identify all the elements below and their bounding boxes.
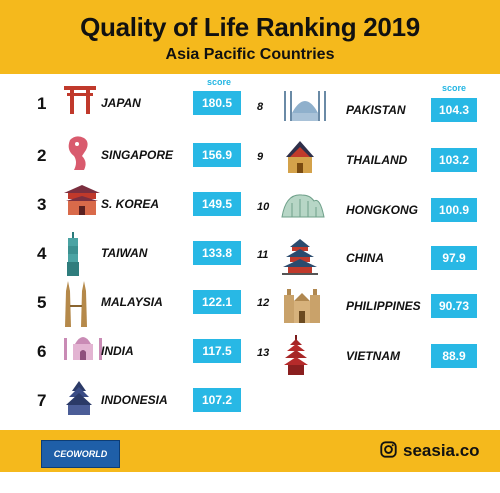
pura-temple-icon (62, 379, 96, 422)
merlion-icon (62, 134, 98, 179)
rank-number: 13 (257, 347, 270, 359)
country-name: CHINA (346, 251, 384, 265)
page-title: Quality of Life Ranking 2019 (80, 12, 420, 42)
score-value: 149.5 (193, 192, 241, 216)
taj-mahal-icon (62, 330, 104, 367)
country-name: JAPAN (101, 96, 141, 110)
score-value: 97.9 (431, 246, 477, 270)
rank-number: 10 (257, 201, 270, 213)
rank-number: 11 (257, 249, 269, 261)
country-name: PHILIPPINES (346, 299, 421, 313)
mosque-icon (280, 89, 330, 128)
pagoda-icon (280, 335, 312, 382)
country-name: INDONESIA (101, 393, 168, 407)
country-name: MALAYSIA (101, 295, 163, 309)
palace-icon (62, 183, 102, 224)
country-name: S. KOREA (101, 197, 160, 211)
instagram-icon (380, 441, 397, 458)
country-name: INDIA (101, 344, 134, 358)
rank-number: 3 (37, 195, 47, 214)
score-column-header-left: score (206, 77, 232, 87)
header-band (0, 0, 500, 74)
rank-number: 5 (37, 293, 47, 312)
score-value: 100.9 (431, 198, 477, 222)
rank-number: 9 (257, 151, 264, 163)
seasia-brand: seasia.co (403, 441, 480, 460)
score-value: 107.2 (193, 388, 241, 412)
score-value: 180.5 (193, 91, 241, 115)
rank-number: 4 (37, 244, 47, 263)
gardens-dome-icon (280, 189, 326, 224)
rank-number: 7 (37, 391, 47, 410)
country-name: THAILAND (346, 153, 408, 167)
rank-number: 2 (37, 146, 47, 165)
score-value: 88.9 (431, 344, 477, 368)
page-subtitle: Asia Pacific Countries (165, 46, 335, 63)
country-name: VIETNAM (346, 349, 400, 363)
country-name: TAIWAN (101, 246, 148, 260)
country-name: SINGAPORE (101, 148, 174, 162)
ceoworld-logo: CEOWORLD Magazine (41, 440, 120, 485)
score-value: 117.5 (193, 339, 241, 363)
score-value: 103.2 (431, 148, 477, 172)
infographic: Quality of Life Ranking 2019 Asia Pacifi… (0, 0, 500, 472)
score-value: 90.73 (431, 294, 477, 318)
country-name: HONGKONG (346, 203, 418, 217)
score-value: 122.1 (193, 290, 241, 314)
country-name: PAKISTAN (346, 103, 406, 117)
rank-number: 1 (37, 94, 47, 113)
score-value: 156.9 (193, 143, 241, 167)
rank-number: 12 (257, 297, 270, 309)
score-value: 133.8 (193, 241, 241, 265)
taipei-101-icon (62, 232, 84, 283)
rank-number: 8 (257, 101, 264, 113)
torii-gate-icon (62, 82, 98, 121)
rank-number: 6 (37, 342, 47, 361)
church-icon (280, 285, 324, 330)
temple-of-heaven-icon (280, 237, 320, 282)
petronas-towers-icon (62, 281, 90, 334)
score-value: 104.3 (431, 98, 477, 122)
thai-temple-icon (280, 139, 320, 182)
score-column-header-right: score (441, 83, 467, 93)
